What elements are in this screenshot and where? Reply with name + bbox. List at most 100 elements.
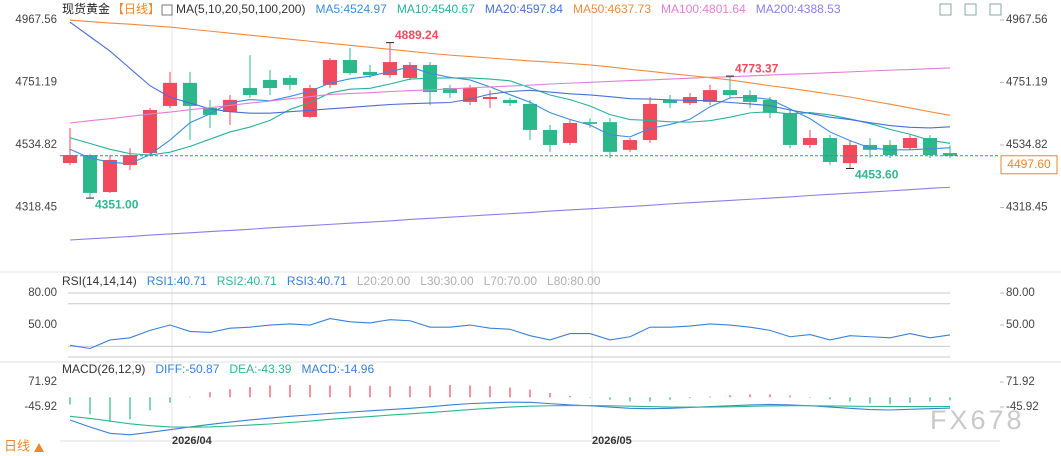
macd-bar	[709, 396, 711, 398]
candle-body	[343, 60, 357, 74]
candle-body	[123, 155, 137, 165]
candle-body	[443, 88, 457, 93]
candle-body	[583, 122, 597, 124]
macd-bar	[249, 387, 251, 398]
candle-body	[503, 99, 517, 104]
macd-bar	[269, 385, 271, 398]
icon-button[interactable]	[964, 3, 977, 16]
macd-bar	[189, 396, 191, 398]
macd-bar	[589, 397, 591, 398]
macd-bar	[469, 385, 471, 398]
macd-bar	[529, 389, 531, 398]
macd-bar	[729, 395, 731, 398]
legend-item: RSI2:40.71	[217, 274, 277, 288]
level-label: L80:80.00	[547, 274, 601, 288]
macd-line	[69, 404, 951, 428]
macd-bar	[289, 384, 291, 398]
macd-bar	[409, 386, 411, 398]
last-price-label: 4497.60	[1007, 157, 1051, 171]
candle-body	[523, 103, 537, 130]
indicator-label: RSI(14,14,14)	[62, 274, 137, 288]
candle-body	[363, 71, 377, 76]
macd-bar	[669, 397, 671, 400]
y-tick-label-right: -45.92	[1006, 401, 1039, 413]
macd-bar	[929, 397, 931, 402]
period-label: 【日线】	[112, 2, 160, 16]
macd-bar	[69, 397, 71, 405]
instrument-name: 现货黄金	[62, 1, 110, 16]
y-tick-label-right: 4967.56	[1006, 14, 1048, 26]
candle-body	[183, 82, 197, 106]
high-label: 4773.37	[735, 61, 779, 75]
macd-bar	[89, 397, 91, 415]
candle-body	[703, 90, 717, 102]
candle-body	[823, 138, 837, 162]
macd-bar	[329, 385, 331, 398]
y-tick-label-right: 71.92	[1006, 376, 1035, 388]
macd-bar	[909, 397, 911, 403]
candle-body	[643, 103, 657, 141]
candle-body	[603, 122, 617, 152]
icon-button[interactable]	[939, 3, 952, 16]
macd-bar	[829, 397, 831, 400]
legend-item: MA100:4801.64	[661, 2, 746, 16]
indicator-label: MACD(26,12,9)	[62, 362, 145, 376]
legend-item: RSI3:40.71	[287, 274, 347, 288]
indicator-label: MA(5,10,20,50,100,200)	[176, 2, 305, 16]
legend-item: MACD:-14.96	[301, 362, 374, 376]
macd-bar	[169, 397, 171, 403]
level-label: L20:20.00	[357, 274, 411, 288]
macd-bar	[349, 385, 351, 398]
macd-bar	[369, 385, 371, 398]
macd-bar	[509, 387, 511, 398]
macd-bar	[809, 397, 811, 398]
candle-body	[923, 138, 937, 156]
legend-item: MA5:4524.97	[315, 2, 387, 16]
macd-bar	[889, 397, 891, 405]
y-tick-label-right: 50.00	[1006, 319, 1035, 331]
macd-bar	[429, 385, 431, 398]
candle-body	[783, 112, 797, 145]
y-tick-label-right: 4318.45	[1006, 202, 1048, 214]
ma-line	[69, 77, 951, 156]
y-tick-label-right: 80.00	[1006, 287, 1035, 299]
candle-body	[243, 88, 257, 95]
y-tick-label: 71.92	[28, 376, 57, 388]
candle-body	[663, 99, 677, 104]
candle-body	[803, 138, 817, 145]
x-tick-label: 2026/04	[172, 435, 213, 447]
macd-bar	[449, 384, 451, 398]
legend-item: DIFF:-50.87	[155, 362, 219, 376]
period-switch[interactable]: 日线	[4, 438, 30, 453]
macd-bar	[629, 397, 631, 402]
candle-body	[203, 107, 217, 115]
window-icons	[939, 3, 1002, 16]
macd-bar	[749, 394, 751, 398]
x-tick-label: 2026/05	[592, 435, 632, 447]
macd-bar	[569, 395, 571, 398]
macd-bar	[229, 389, 231, 398]
candle-body	[483, 96, 497, 100]
legend-item: MA200:4388.53	[756, 2, 841, 16]
candle-body	[543, 129, 557, 145]
macd-bar	[609, 397, 611, 400]
ma-line	[69, 67, 951, 124]
candle-body	[103, 159, 117, 193]
candle-body	[383, 62, 397, 76]
y-tick-label: 4751.19	[15, 77, 57, 89]
candle-body	[743, 94, 757, 102]
period-switch-arrow[interactable]	[34, 443, 44, 452]
candle-body	[63, 155, 77, 164]
y-tick-label-right: 4751.19	[1006, 77, 1048, 89]
candle-body	[163, 82, 177, 106]
macd-bar	[649, 397, 651, 402]
macd-bar	[949, 397, 951, 401]
macd-bar	[689, 397, 691, 399]
last-price-box	[1000, 155, 1058, 175]
icon-button[interactable]	[989, 3, 1002, 16]
candle-body	[143, 109, 157, 154]
watermark: FX678	[930, 405, 1025, 435]
legend-item: MA10:4540.67	[397, 2, 475, 16]
